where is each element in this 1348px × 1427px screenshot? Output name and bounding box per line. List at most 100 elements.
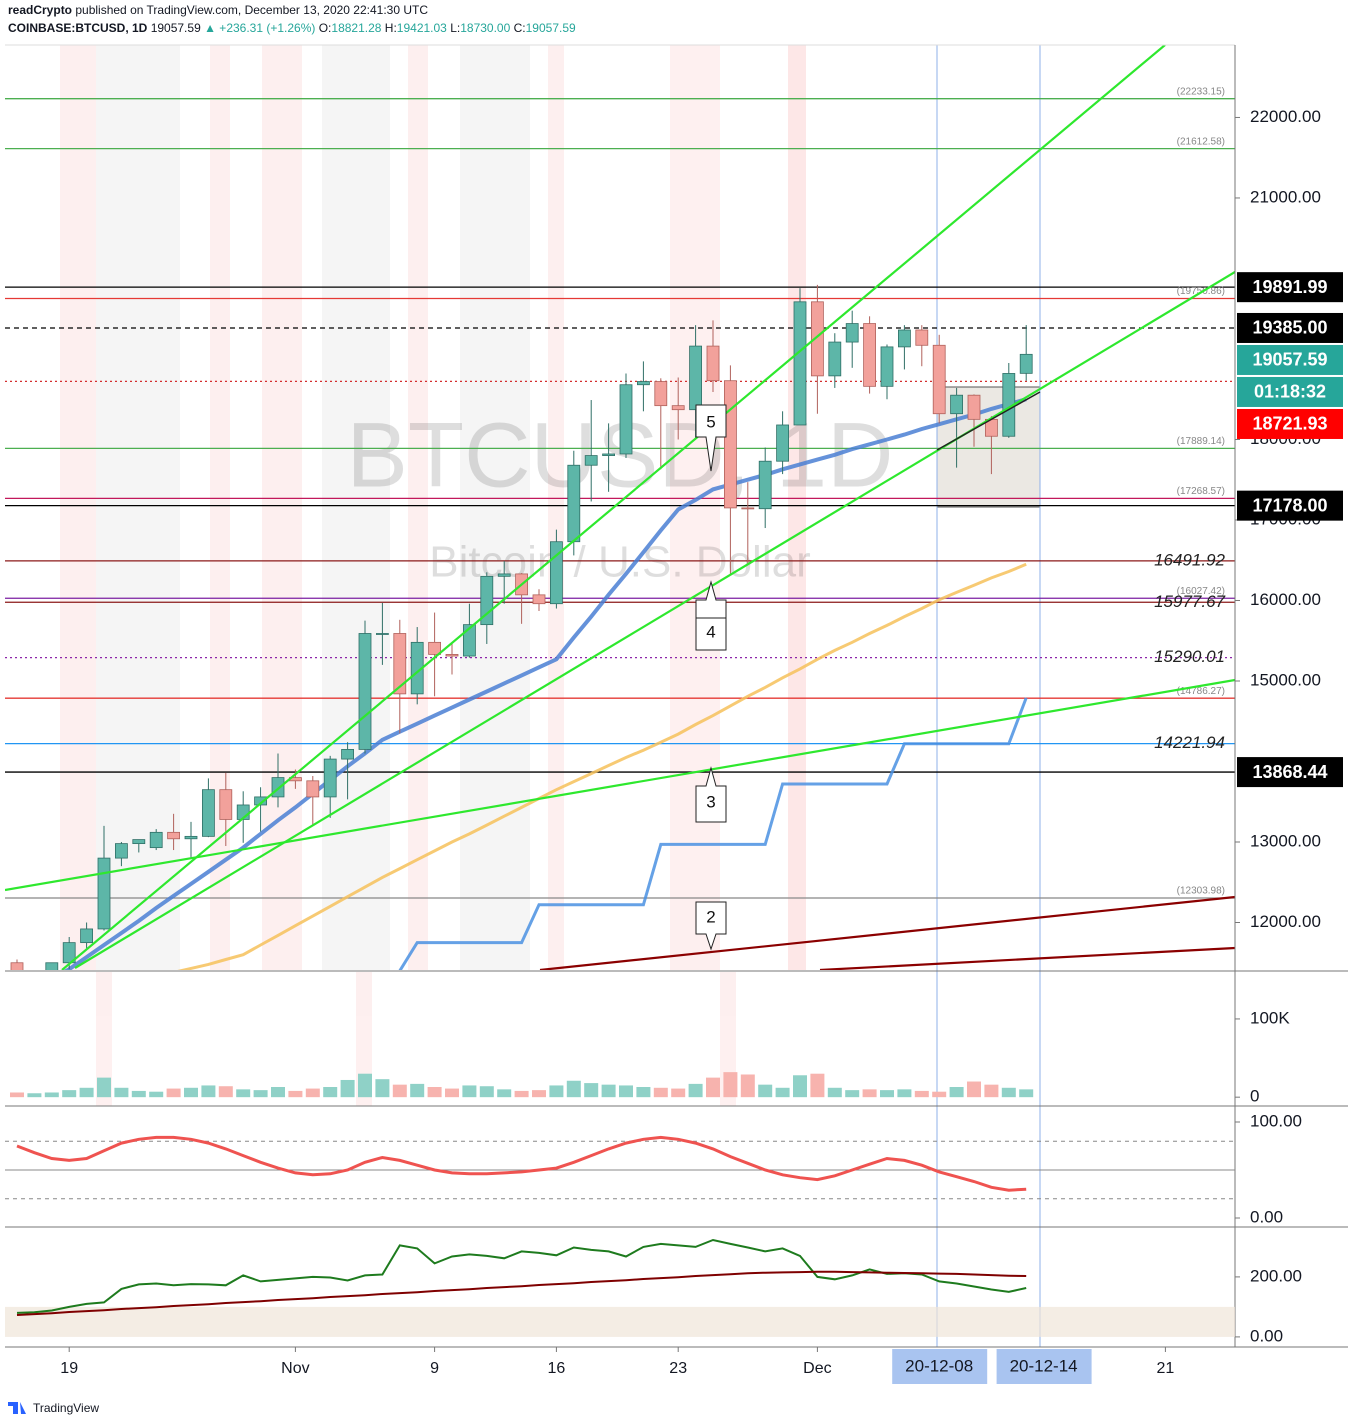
volume-bar (10, 1092, 24, 1098)
volume-bar (636, 1087, 651, 1098)
volume-bar (340, 1079, 355, 1098)
candle-body (584, 455, 598, 466)
candle-body (689, 345, 702, 411)
price-badge (1237, 312, 1343, 343)
candle-body (898, 329, 911, 348)
logo (8, 1402, 26, 1414)
volume-bar (723, 1072, 738, 1098)
level-label: 15290.01 (1154, 647, 1225, 666)
candle-body (967, 394, 981, 420)
candle-body (706, 345, 720, 382)
candle-body (10, 962, 24, 970)
volume-bar (827, 1087, 842, 1098)
candle-body (950, 394, 963, 415)
y-tick-label: 12000.00 (1250, 912, 1321, 931)
candle-body (45, 962, 59, 970)
level-label: 16491.92 (1154, 550, 1225, 569)
volume-bar (218, 1086, 233, 1098)
candle-body (619, 384, 633, 455)
x-tick-label: Nov (281, 1360, 309, 1377)
volume-bar (914, 1090, 929, 1098)
candle-body (393, 633, 407, 695)
volume-bar (984, 1084, 999, 1098)
price-badge-label: 01:18:32 (1254, 382, 1326, 402)
volume-bar (462, 1085, 477, 1098)
indicator-line (16, 1270, 1027, 1316)
symbol: COINBASE:BTCUSD, 1D (8, 21, 148, 35)
price-badge (1237, 376, 1343, 407)
level-label: (14786.27) (1177, 686, 1225, 697)
date-badge (996, 1349, 1092, 1384)
volume-bar (932, 1091, 947, 1098)
volume-bar (271, 1087, 285, 1098)
price-badge (1237, 344, 1343, 375)
footer: TradingView (8, 1401, 99, 1415)
candle-body (428, 641, 442, 655)
ohlc-value: 19421.03 (397, 21, 447, 35)
price: 19057.59 (151, 21, 201, 35)
volume-bar (967, 1081, 981, 1098)
level-label: 15977.67 (1154, 592, 1225, 611)
volume-bar (236, 1089, 251, 1098)
candle-body (567, 464, 581, 543)
y-tick-label: 100K (1250, 1008, 1290, 1027)
ohlc-label: L: (450, 21, 460, 35)
candle-body (828, 341, 842, 377)
volume-bar (671, 1088, 686, 1098)
y-tick-label: 0.00 (1250, 1207, 1283, 1226)
volume-bar (601, 1084, 616, 1098)
volume-bar (897, 1089, 912, 1098)
candle-body (358, 633, 372, 750)
volume-bar (149, 1091, 164, 1098)
candle-body (445, 654, 459, 657)
candle-body (149, 831, 163, 849)
candle-body (654, 381, 668, 407)
candle-body (724, 380, 737, 509)
level-label: (17268.57) (1177, 486, 1225, 497)
volume-bar (184, 1087, 198, 1098)
price-badge (1237, 757, 1343, 788)
price-badge-label: 19385.00 (1252, 318, 1327, 338)
x-tick-label: 19 (60, 1360, 78, 1377)
candle-body (880, 346, 894, 387)
wave-label: 3 (706, 792, 715, 811)
volume-bar (253, 1090, 268, 1098)
volume-bar (793, 1075, 807, 1098)
published: published on TradingView.com, December 1… (75, 3, 428, 17)
ohlc-value: 18821.28 (331, 21, 381, 35)
price-badge-label: 17178.00 (1252, 495, 1327, 515)
volume-bar (479, 1086, 494, 1098)
candle-body (97, 857, 111, 930)
candle-body (323, 758, 337, 798)
volume-bar (131, 1090, 146, 1098)
candle-body (1019, 353, 1033, 374)
volume-bar (532, 1090, 546, 1098)
volume-bar (619, 1085, 633, 1098)
volume-bar (1001, 1087, 1016, 1098)
price-badge-label: 13868.44 (1252, 762, 1327, 782)
candle-body (341, 749, 355, 760)
volume-bar (445, 1088, 459, 1098)
y-tick-label: 15000.00 (1250, 670, 1321, 689)
symbol-line: COINBASE:BTCUSD, 1D 19057.59 ▲ +236.31 (… (8, 21, 576, 35)
volume-bar (549, 1085, 564, 1098)
callout (695, 404, 727, 472)
volume-bar (706, 1077, 720, 1098)
level-label: (21612.58) (1177, 136, 1225, 147)
volume-bar (114, 1087, 129, 1098)
x-tick-label: Dec (803, 1360, 831, 1377)
y-tick-label: 0 (1250, 1087, 1259, 1106)
y-tick-label: 22000.00 (1250, 107, 1321, 126)
ohlc-label: H: (385, 21, 397, 35)
volume-bar (775, 1087, 790, 1098)
volume-bar (740, 1074, 755, 1098)
moving-average (398, 697, 1028, 970)
volume-bar (201, 1085, 216, 1098)
callout (695, 580, 727, 651)
volume-bar (566, 1080, 581, 1098)
volume-bar (97, 1077, 111, 1098)
candle-body (132, 839, 146, 845)
candle-body (532, 594, 546, 605)
price-badge (1237, 272, 1343, 303)
